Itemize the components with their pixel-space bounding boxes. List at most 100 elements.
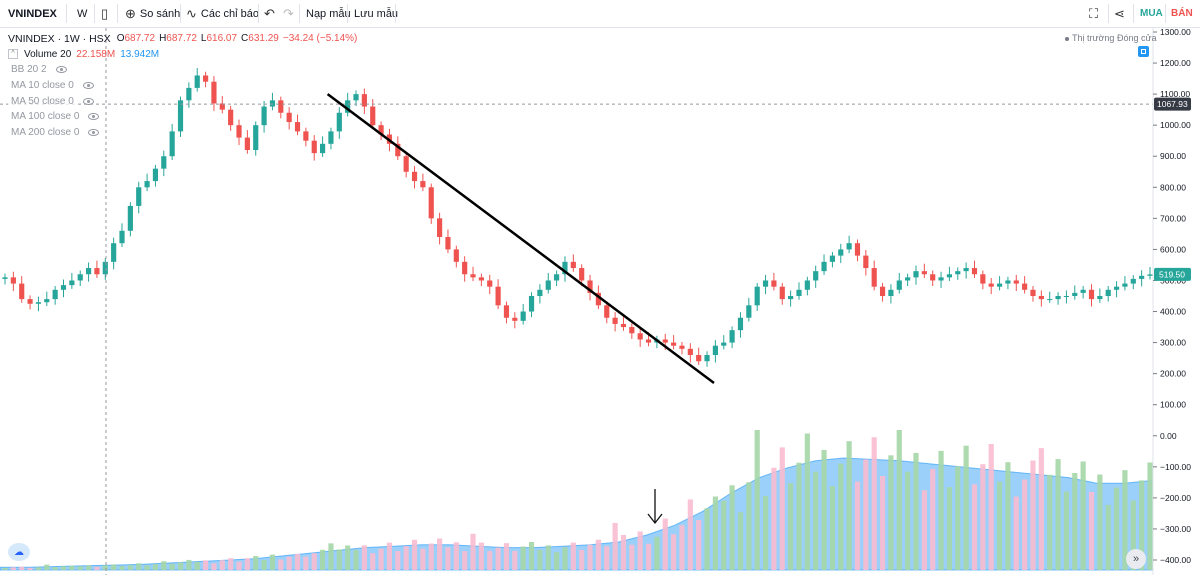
price-tick-label: 400.00 [1160, 307, 1186, 317]
indicator-row-bb[interactable]: BB 20 2 [8, 62, 357, 78]
save-template-button[interactable]: Lưu mẫu [354, 0, 398, 27]
volume-bar [604, 546, 610, 570]
volume-bar [871, 437, 877, 570]
high-value: 687.72 [166, 33, 197, 45]
indicators-button[interactable]: ∿ Các chỉ báo [186, 0, 259, 27]
volume-bar [127, 565, 133, 570]
volume-bar [194, 562, 200, 570]
buy-button[interactable]: MUA [1140, 0, 1163, 27]
interval-button[interactable]: W [77, 0, 87, 27]
indicator-row-ma200[interactable]: MA 200 close 0 [8, 125, 357, 141]
volume-bar [1122, 470, 1128, 570]
candle-body [1080, 289, 1086, 293]
top-toolbar: VNINDEX W ▯ ⊕ So sánh ∿ Các chỉ báo ↶ ↷ … [0, 0, 1200, 28]
crosshair-price-marker: 1067.93 [1154, 97, 1191, 111]
volume-bar [286, 556, 292, 570]
candle-body [721, 342, 727, 346]
volume-bar [1080, 461, 1086, 570]
candle-body [10, 277, 16, 284]
volume-bar [896, 430, 902, 570]
candle-body [69, 280, 75, 286]
candle-body [737, 317, 744, 331]
candle-body [528, 296, 535, 312]
candle-body [687, 348, 693, 356]
volume-row: ^ Volume 20 22.158M 13.942M [8, 47, 357, 63]
toolbar-divider [66, 4, 67, 23]
change-value: −34.24 (−5.14%) [282, 33, 358, 45]
indicator-row-ma50[interactable]: MA 50 close 0 [8, 93, 357, 109]
volume-bar [27, 567, 33, 570]
undo-button[interactable]: ↶ [264, 0, 275, 27]
volume-bar [771, 467, 777, 570]
symbol-search[interactable]: VNINDEX [8, 0, 57, 27]
volume-bar [35, 567, 42, 570]
toolbar-divider [395, 4, 396, 23]
eye-icon[interactable] [88, 113, 100, 121]
candle-body [988, 283, 994, 287]
indicator-row-ma100[interactable]: MA 100 close 0 [8, 109, 357, 125]
eye-icon[interactable] [88, 128, 100, 136]
collapse-icon[interactable]: ^ [8, 49, 18, 60]
volume-bar [311, 553, 317, 570]
candle-body [2, 277, 8, 279]
candle-body [587, 280, 593, 293]
price-tick-label: 200.00 [1160, 369, 1186, 379]
volume-bar [762, 496, 769, 570]
candle-body [336, 112, 342, 132]
volume-bar [746, 482, 752, 570]
eye-icon[interactable] [82, 82, 94, 90]
toolbar-divider [1165, 4, 1166, 23]
chart-type-button[interactable]: ▯ [101, 0, 108, 27]
candle-body [328, 131, 334, 144]
scroll-to-realtime-button[interactable]: » [1126, 549, 1146, 569]
candle-body [696, 355, 702, 362]
redo-button[interactable]: ↷ [283, 0, 294, 27]
candle-body [771, 280, 777, 287]
price-tick-label: 0.00 [1160, 431, 1177, 441]
volume-bar [353, 549, 359, 570]
candle-body [77, 274, 83, 281]
sell-button[interactable]: BÁN [1171, 0, 1193, 27]
candle-body [303, 131, 309, 141]
volume-bar [971, 484, 978, 570]
candle-body [186, 87, 192, 101]
toolbar-divider [347, 4, 348, 23]
share-button[interactable]: ⋖ [1114, 0, 1125, 27]
volume-bar [587, 544, 593, 570]
settings-icon[interactable] [1138, 46, 1149, 57]
candle-body [453, 249, 459, 262]
volume-bar [1072, 472, 1078, 570]
status-dot-icon [1065, 36, 1069, 41]
candle-body [620, 323, 627, 328]
volume-bar [838, 463, 844, 570]
candle-body [462, 261, 468, 275]
volume-bar [370, 553, 376, 570]
volume-bar [520, 546, 526, 570]
candle-body [971, 268, 978, 275]
volume-bar [946, 487, 953, 570]
indicator-row-ma10[interactable]: MA 10 close 0 [8, 78, 357, 94]
load-template-button[interactable]: Nạp mẫu [306, 0, 351, 27]
volume-bar [687, 499, 693, 570]
volume-bar [77, 566, 83, 570]
candle-body [52, 289, 58, 300]
candle-body [152, 168, 159, 182]
eye-icon[interactable] [55, 66, 67, 74]
candle-body [570, 261, 576, 269]
candle-body [395, 143, 401, 157]
compare-button[interactable]: ⊕ So sánh [125, 0, 180, 27]
eye-icon[interactable] [82, 97, 94, 105]
candle-body [846, 243, 852, 250]
volume-bar [177, 562, 184, 570]
volume-bar [169, 563, 175, 570]
volume-bar [595, 539, 601, 570]
candle-body [136, 187, 142, 206]
save-template-label: Lưu mẫu [354, 7, 399, 20]
volume-bar [1105, 504, 1111, 570]
fullscreen-button[interactable]: ⛶ [1089, 0, 1098, 27]
volume-bar [921, 490, 927, 570]
candle-body [804, 280, 810, 290]
volume-bar [411, 539, 418, 570]
candle-body [320, 143, 326, 154]
